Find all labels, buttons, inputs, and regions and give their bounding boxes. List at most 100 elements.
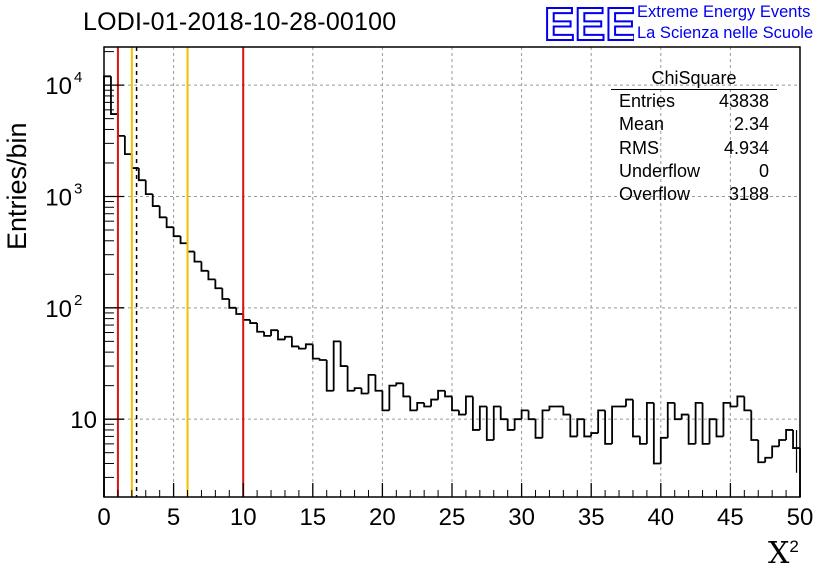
stats-value: 3188 [728,184,769,205]
histogram-bin [673,402,682,421]
stats-label: Mean [619,114,665,135]
histogram-bin [541,409,550,438]
histogram-bin [451,396,459,412]
histogram-bin [360,388,369,395]
histogram-bin [402,383,411,398]
x-tick-label: 30 [508,504,535,531]
histogram-bin [374,374,383,392]
histogram-bin [235,307,244,315]
axis-ticks [103,51,801,498]
histogram-bin [423,402,432,408]
histogram-bin [590,432,599,437]
svg-text:EEE: EEE [544,0,634,46]
histogram-bin [680,413,689,420]
histogram-bin [492,405,501,441]
histogram-bin [270,329,278,336]
histogram-bin [339,341,348,367]
histogram-bin [137,168,146,182]
histogram-bin [284,335,292,340]
histogram-bin [249,319,258,324]
histogram-bin [520,409,529,420]
stats-value: 43838 [718,91,769,111]
histogram-bin [597,409,606,434]
histogram-bin [409,396,418,412]
histogram-bin [625,398,633,407]
histogram-bin [221,288,230,300]
x-tick-label: 0 [97,504,110,531]
histogram-bin [193,251,202,263]
stats-title: ChiSquare [611,67,777,90]
x-tick-label: 20 [369,504,396,531]
histogram-bin [297,346,306,350]
histogram-bin [381,390,390,412]
histogram-bin [228,299,237,309]
eee-logo: EEE [544,0,634,46]
x-tick-label: 10 [230,504,257,531]
chart-title: LODI-01-2018-10-28-00100 [83,8,397,36]
logo-tagline: Extreme Energy Events La Scienza nelle S… [637,2,813,44]
histogram-bin [165,217,174,229]
histogram-bin [416,402,425,411]
histogram-bin [437,389,446,400]
histogram-bin [604,410,613,445]
histogram-bin [207,270,216,281]
histogram-bin [792,429,800,449]
histogram-bin [757,440,766,464]
y-tick-label: 10 [70,407,97,434]
histogram-bin [729,402,738,408]
x-tick-label: 15 [299,504,326,531]
stats-row-entries: Entries 43838 [611,90,777,113]
histogram-bin [785,429,794,441]
histogram-bin [666,402,675,438]
vertical-markers [116,47,245,497]
histogram-bin [123,135,132,156]
histogram-bin [318,358,327,361]
histogram-bin [569,414,578,438]
histogram-bin [465,395,473,415]
histogram-bin [499,406,508,421]
histogram-bin [583,419,592,438]
histogram-bin [764,456,773,463]
histogram-bin [103,75,111,497]
histogram-bin [576,418,585,437]
histogram-bin [750,410,759,441]
histogram-bin [562,406,571,416]
histogram-bin [158,206,167,219]
histogram-bin [291,336,299,348]
histogram-bin [506,419,515,431]
stats-label: RMS [619,137,659,158]
histogram-bin [632,399,640,438]
histogram-bin [534,419,543,439]
y-tick-exponent: 2 [74,292,82,309]
histogram-bin [179,236,188,245]
histogram-bin [144,180,153,196]
histogram-bin [743,396,752,412]
x-tick-label: 35 [578,504,605,531]
histogram-bin [471,396,480,431]
x-tick-label: 50 [787,504,814,531]
histogram-bin [652,402,661,465]
stats-value: 0 [758,160,769,181]
stats-row-mean: Mean 2.34 [611,113,777,136]
histogram-bin [701,402,710,445]
histogram-bin [311,344,320,360]
x-tick-label: 40 [647,504,674,531]
stats-row-rms: RMS 4.934 [611,137,777,160]
histogram-bin [687,414,696,445]
histogram-bin [346,366,355,392]
histogram-bin [151,194,160,207]
histogram-bin [172,227,181,238]
histogram-bin [478,405,487,430]
histogram-bin [715,419,724,438]
histogram-bin [694,402,703,444]
histogram-bin [444,390,452,398]
histogram-bin [708,418,717,444]
histogram-bin [395,382,404,386]
histogram-bin [130,154,139,169]
y-axis-label: Entries/bin [2,122,32,250]
histogram-bin [304,343,313,349]
x-tick-label: 5 [167,504,180,531]
histogram-bin [117,114,125,137]
